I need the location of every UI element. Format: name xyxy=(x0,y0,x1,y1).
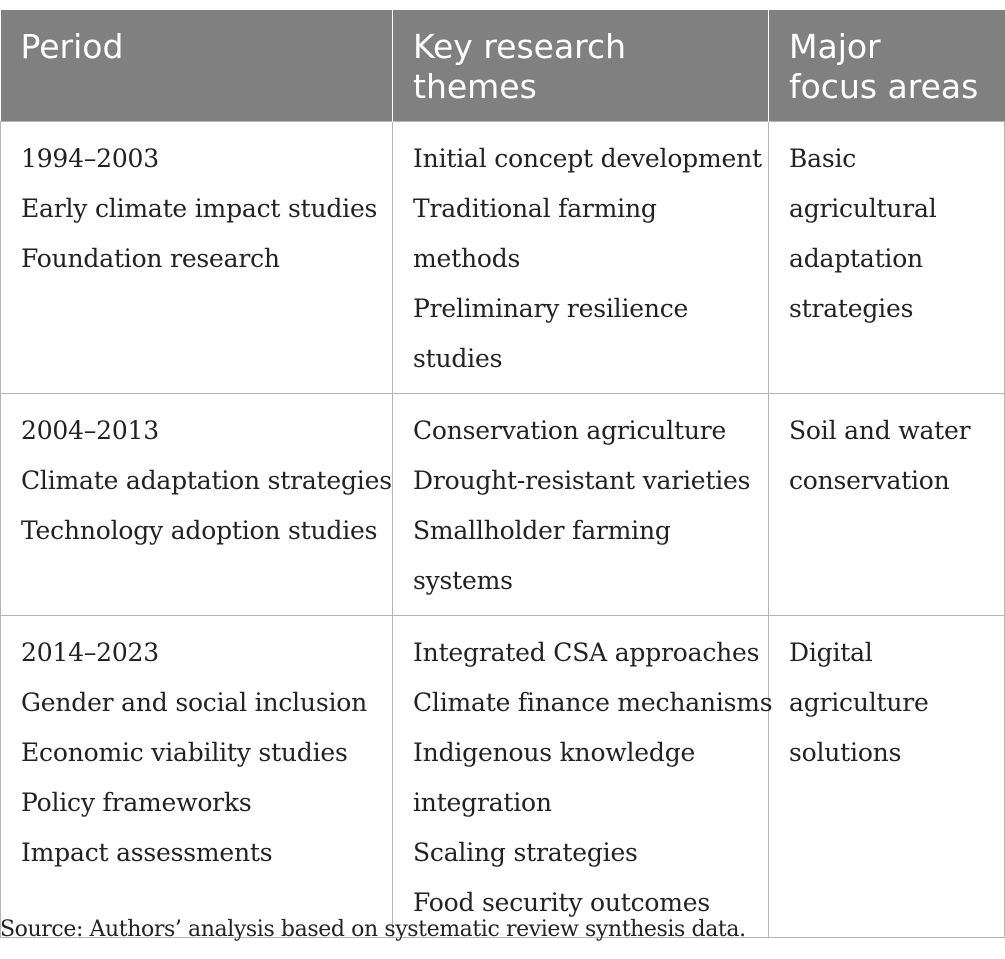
cell-themes: Conservation agriculture Drought-resista… xyxy=(392,393,769,616)
cell-line: Basic xyxy=(789,144,857,173)
header-major-focus-areas: Major focus areas xyxy=(768,10,1005,122)
cell-line: Traditional farming xyxy=(413,194,657,223)
cell-period: 2014–2023 Gender and social inclusion Ec… xyxy=(0,615,393,938)
cell-line: Gender and social inclusion xyxy=(21,688,368,717)
cell-themes: Initial concept development Traditional … xyxy=(392,121,769,394)
cell-line: conservation xyxy=(789,466,950,495)
table-header: Period Key research themes Major focus a… xyxy=(0,10,1005,122)
table-row: 1994–2003 Early climate impact studies F… xyxy=(0,121,1005,394)
cell-line: methods xyxy=(413,244,521,273)
cell-line: 1994–2003 xyxy=(21,144,159,173)
cell-line: adaptation xyxy=(789,244,923,273)
header-focus-line-1: Major xyxy=(789,27,881,66)
cell-line: solutions xyxy=(789,738,902,767)
cell-line: Climate finance mechanisms xyxy=(413,688,773,717)
header-themes-line-2: themes xyxy=(413,67,537,106)
research-periods-table: Period Key research themes Major focus a… xyxy=(0,10,1005,938)
cell-line: 2014–2023 xyxy=(21,638,159,667)
cell-line: Soil and water xyxy=(789,416,971,445)
cell-line: Scaling strategies xyxy=(413,838,638,867)
header-key-research-themes: Key research themes xyxy=(392,10,769,122)
cell-focus: Soil and water conservation xyxy=(768,393,1005,616)
cell-themes: Integrated CSA approaches Climate financ… xyxy=(392,615,773,938)
header-themes-line-1: Key research xyxy=(413,27,627,66)
cell-line: Smallholder farming xyxy=(413,516,671,545)
research-periods-table-container: Period Key research themes Major focus a… xyxy=(0,10,1005,938)
cell-line: Impact assessments xyxy=(21,838,273,867)
cell-line: agricultural xyxy=(789,194,937,223)
cell-focus: Digital agriculture solutions xyxy=(768,615,1005,938)
cell-line: agriculture xyxy=(789,688,929,717)
cell-line: Integrated CSA approaches xyxy=(413,638,760,667)
cell-line: Conservation agriculture xyxy=(413,416,727,445)
cell-line: 2004–2013 xyxy=(21,416,159,445)
cell-line: Food security outcomes xyxy=(413,888,711,917)
cell-line: strategies xyxy=(789,294,914,323)
cell-line: integration xyxy=(413,788,552,817)
cell-line: Economic viability studies xyxy=(21,738,348,767)
cell-period: 2004–2013 Climate adaptation strategies … xyxy=(0,393,393,616)
header-focus-line-2: focus areas xyxy=(789,67,979,106)
header-period-line: Period xyxy=(20,27,124,66)
table-row: 2004–2013 Climate adaptation strategies … xyxy=(0,393,1005,616)
cell-line: Early climate impact studies xyxy=(21,194,378,223)
cell-line: Initial concept development xyxy=(413,144,762,173)
cell-line: Digital xyxy=(789,638,873,667)
cell-focus: Basic agricultural adaptation strategies xyxy=(768,121,1005,394)
table-body: 1994–2003 Early climate impact studies F… xyxy=(0,121,1005,938)
cell-line: Foundation research xyxy=(21,244,280,273)
source-note: Source: Authors’ analysis based on syste… xyxy=(0,917,746,942)
header-row: Period Key research themes Major focus a… xyxy=(0,10,1005,122)
cell-line: Climate adaptation strategies xyxy=(21,466,392,495)
cell-line: Drought-resistant varieties xyxy=(413,466,751,495)
cell-line: systems xyxy=(413,566,513,595)
table-row: 2014–2023 Gender and social inclusion Ec… xyxy=(0,615,1005,938)
header-period: Period xyxy=(0,10,393,122)
cell-line: studies xyxy=(413,344,503,373)
cell-period: 1994–2003 Early climate impact studies F… xyxy=(0,121,393,394)
cell-line: Preliminary resilience xyxy=(413,294,689,323)
cell-line: Policy frameworks xyxy=(21,788,252,817)
cell-line: Technology adoption studies xyxy=(21,516,378,545)
cell-line: Indigenous knowledge xyxy=(413,738,696,767)
